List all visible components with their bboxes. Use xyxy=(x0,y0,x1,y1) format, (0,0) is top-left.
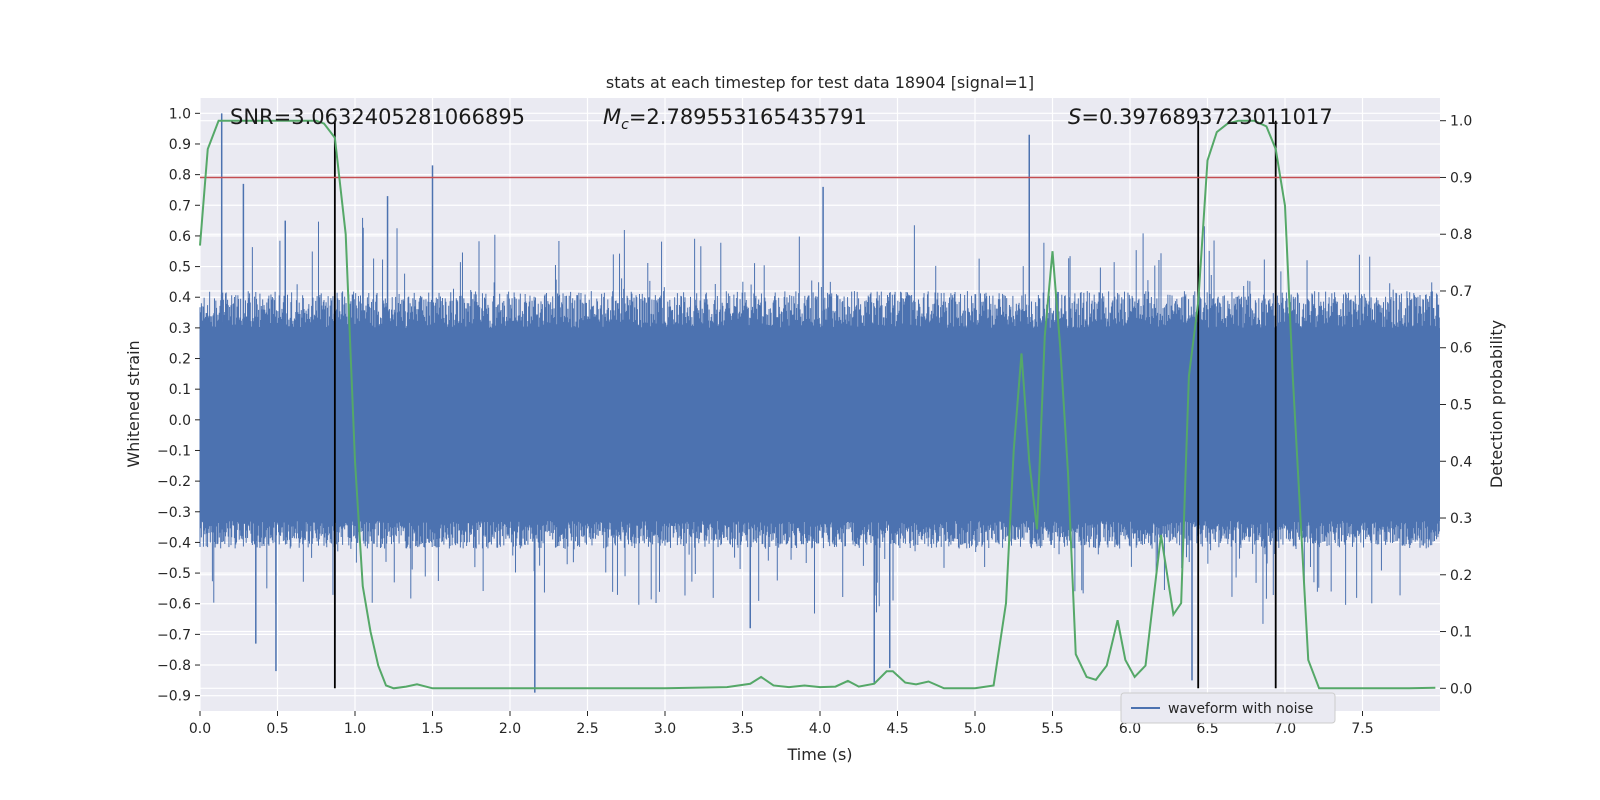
x-tick-label: 5.0 xyxy=(964,721,986,737)
x-tick-label: 7.0 xyxy=(1274,721,1296,737)
legend-box xyxy=(1120,692,1336,724)
x-axis-ticks: 0.0 0.5 1.0 1.5 2.0 2.5 3.0 3.5 4.0 4.5 5.0 5.5 6.0 6… xyxy=(189,711,1374,737)
x-tick-label: 5.5 xyxy=(1041,721,1063,737)
y-right-tick-label: 1.0 xyxy=(1450,114,1472,130)
y-right-axis-label: Detection probability xyxy=(1487,320,1506,488)
y-left-tick-label: 0.7 xyxy=(169,198,191,214)
waveform-series xyxy=(199,113,1440,693)
snr-annotation: SNR=3.0632405281066895 xyxy=(230,105,525,129)
y-left-tick-label: −0.7 xyxy=(157,627,191,643)
x-tick-label: 3.0 xyxy=(654,721,676,737)
y-left-tick-label: 0.8 xyxy=(169,168,191,184)
y-left-tick-label: −0.8 xyxy=(157,658,191,674)
y-left-tick-label: 0.2 xyxy=(169,352,191,368)
x-tick-label: 6.5 xyxy=(1196,721,1218,737)
y-left-tick-label: 0.5 xyxy=(169,260,191,276)
y-left-axis-ticks: −0.9 −0.8 −0.7 −0.6 −0.5 −0.4 −0.3 −0.2 −0.1 0.0 0… xyxy=(157,106,200,705)
y-left-tick-label: 0.1 xyxy=(169,382,191,398)
vertical-lines xyxy=(333,120,1277,689)
y-left-tick-label: 0.6 xyxy=(169,229,191,245)
mc-subscript: c xyxy=(621,117,629,133)
y-right-tick-label: 0.1 xyxy=(1450,625,1472,641)
mc-value: =2.789553165435791 xyxy=(629,105,867,129)
y-left-tick-label: −0.5 xyxy=(157,566,191,582)
y-right-tick-label: 0.4 xyxy=(1450,454,1472,470)
y-left-tick-label: −0.6 xyxy=(157,597,191,613)
y-right-tick-label: 0.5 xyxy=(1450,398,1472,414)
x-tick-label: 4.5 xyxy=(886,721,908,737)
y-left-tick-label: −0.4 xyxy=(157,535,191,551)
chart-title: stats at each timestep for test data 189… xyxy=(606,73,1034,92)
x-axis-label: Time (s) xyxy=(786,745,852,764)
x-tick-label: 3.5 xyxy=(731,721,753,737)
detection-probability-series xyxy=(199,119,1436,690)
y-left-tick-label: 1.0 xyxy=(169,106,191,122)
y-left-tick-label: 0.3 xyxy=(169,321,191,337)
mc-symbol: M xyxy=(603,105,621,129)
y-right-tick-label: 0.9 xyxy=(1450,170,1472,186)
y-left-tick-label: −0.3 xyxy=(157,505,191,521)
x-tick-label: 0.0 xyxy=(189,721,211,737)
y-left-tick-label: −0.1 xyxy=(157,443,191,459)
mc-annotation: Mc=2.789553165435791 xyxy=(603,105,867,133)
detection-probability-line xyxy=(199,119,1436,690)
y-left-tick-label: −0.9 xyxy=(157,689,191,705)
y-right-tick-label: 0.2 xyxy=(1450,568,1472,584)
s-symbol: S xyxy=(1068,105,1081,129)
y-right-tick-label: 0.7 xyxy=(1450,284,1472,300)
s-annotation: S=0.3976893723011017 xyxy=(1068,105,1333,129)
y-left-tick-label: 0.9 xyxy=(169,137,191,153)
x-tick-label: 2.0 xyxy=(499,721,521,737)
x-tick-label: 1.5 xyxy=(421,721,443,737)
legend-label: waveform with noise xyxy=(1168,701,1313,717)
legend: waveform with noise xyxy=(1120,692,1336,724)
y-right-tick-label: 0.0 xyxy=(1450,681,1472,697)
y-left-axis-label: Whitened strain xyxy=(124,340,143,467)
x-tick-label: 6.0 xyxy=(1119,721,1141,737)
x-tick-label: 1.0 xyxy=(344,721,366,737)
x-tick-label: 4.0 xyxy=(809,721,831,737)
s-value: =0.3976893723011017 xyxy=(1081,105,1332,129)
x-tick-label: 0.5 xyxy=(266,721,288,737)
y-left-tick-label: −0.2 xyxy=(157,474,191,490)
y-left-tick-label: 0.4 xyxy=(169,290,191,306)
waveform-dense-band xyxy=(200,327,1440,521)
y-right-axis-ticks: 0.0 0.1 0.2 0.3 0.4 0.5 0.6 0.7 0.8 0.9 1.0 xyxy=(1440,114,1472,697)
y-left-tick-label: 0.0 xyxy=(169,413,191,429)
y-right-tick-label: 0.6 xyxy=(1450,341,1472,357)
y-right-tick-label: 0.3 xyxy=(1450,511,1472,527)
x-tick-label: 7.5 xyxy=(1351,721,1373,737)
x-tick-label: 2.5 xyxy=(576,721,598,737)
y-right-tick-label: 0.8 xyxy=(1450,227,1472,243)
